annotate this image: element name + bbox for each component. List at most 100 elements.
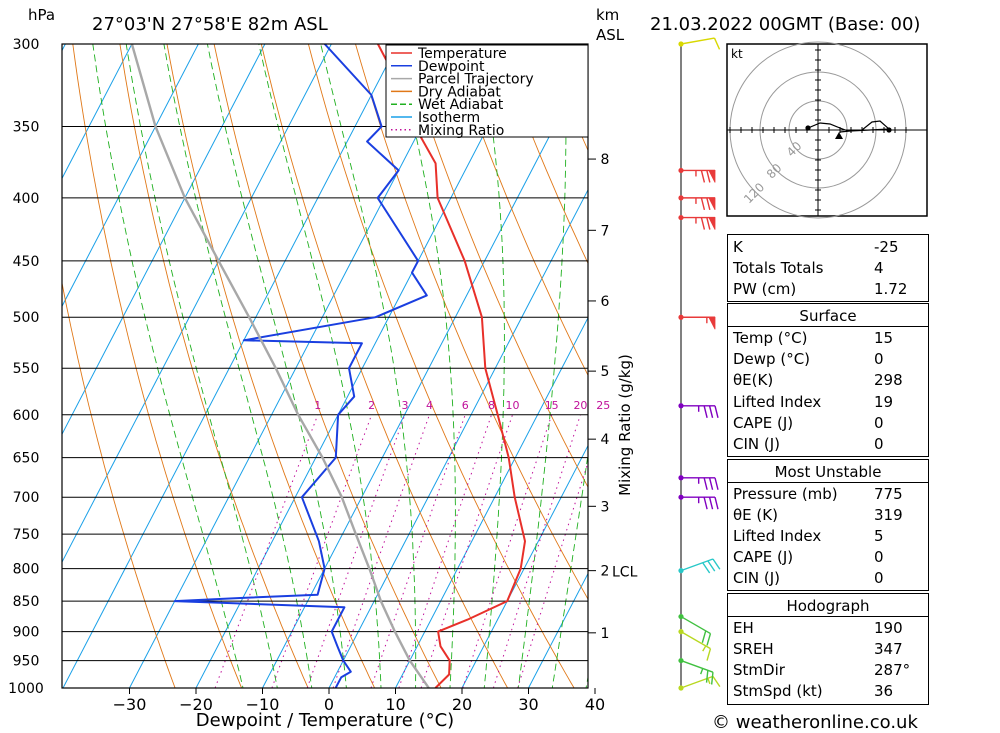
barb-half-feather (700, 668, 704, 675)
hodograph-trace (807, 120, 891, 133)
barb-feather (706, 648, 712, 661)
wind-barb (678, 37, 721, 50)
barb-feather (703, 497, 708, 510)
barb-feather (708, 405, 714, 418)
barb-dot (678, 41, 684, 47)
x-axis-ticks: −30 −20 −10 0 10 20 30 40 (113, 688, 605, 714)
guide-lines (0, 26, 588, 714)
dry-adiabat-line (72, 44, 243, 688)
wet-adiabat-line (125, 44, 278, 688)
wet-adiabat-line (585, 674, 588, 688)
plot-frame (61, 43, 589, 689)
isotherm-line (62, 44, 133, 180)
pressure-tick-label: 400 (13, 191, 40, 207)
barb-staff (680, 558, 714, 572)
datetime: 21.03.2022 00GMT (Base: 00) (650, 14, 920, 35)
height-tick-label: 3 (601, 499, 610, 515)
wind-barb (678, 629, 712, 661)
barb-flag (708, 217, 716, 230)
height-tick-label: 2 (601, 564, 610, 580)
x-tick-label: 0 (324, 695, 334, 714)
barb-feather (708, 477, 714, 490)
barb-staff (680, 659, 714, 673)
isotherm-line (0, 26, 8, 714)
pressure-tick-label: 550 (13, 361, 40, 377)
most-unstable-row: Lifted Index 5 (733, 527, 884, 545)
barb-half-feather (702, 645, 707, 652)
most-unstable-title: Most Unstable (774, 463, 882, 481)
height-tick-label: 6 (601, 294, 610, 310)
x-tick-label: −30 (113, 695, 147, 714)
height-tick-label: 5 (601, 364, 610, 380)
barb-feather (706, 170, 711, 183)
surface-row: CIN (J) 0 (733, 435, 884, 453)
pressure-tick-label: 850 (13, 594, 40, 610)
barb-flag (708, 316, 716, 330)
barb-dot (678, 214, 684, 221)
wind-barb (678, 314, 716, 330)
x-tick-label: 10 (385, 695, 405, 714)
dry-adiabat-line (496, 44, 588, 265)
dry-adiabat-line (402, 44, 588, 489)
barb-dot (678, 167, 684, 174)
wind-barbs (678, 37, 721, 691)
hodograph-table-title: Hodograph (786, 597, 870, 615)
hodograph-row: StmDir 287° (733, 661, 911, 679)
height-tick-label: 7 (601, 223, 610, 239)
legend-label: Dewpoint (418, 59, 485, 75)
wet-adiabat-line (206, 44, 347, 688)
mixing-ratio-label: 8 (488, 399, 495, 412)
surface-row: Temp (°C) 15 (733, 329, 894, 347)
pressure-tick-label: 650 (13, 451, 40, 467)
hodograph-table: Hodograph EH 190 SREH 347 StmDir 287° StmSp… (727, 593, 929, 705)
barb-dot (678, 314, 684, 320)
barb-dot (678, 685, 684, 691)
barb-flag (708, 197, 716, 211)
barb-feather (710, 672, 714, 685)
wet-adiabat-line (394, 44, 456, 688)
legend-label: Parcel Trajectory (418, 72, 534, 88)
most-unstable-row: CIN (J) 0 (733, 569, 884, 587)
hodograph-unit: kt (731, 47, 743, 61)
legend-box (385, 44, 589, 138)
mixing-ratio-axis-title: Mixing Ratio (g/kg) (616, 354, 634, 496)
isotherm-line (62, 44, 332, 564)
profile-lines (130, 44, 526, 688)
pressure-tick-label: 700 (13, 490, 40, 506)
barb-feather (714, 497, 719, 510)
barb-feather (706, 217, 711, 230)
barb-dot (678, 475, 684, 481)
copyright: © weatheronline.co.uk (712, 712, 918, 733)
legend-label: Wet Adiabat (418, 97, 504, 113)
mixing-ratio-labels: 1 2 3 4 6 8 10 15 20 25 (314, 399, 610, 412)
barb-flag (708, 170, 716, 183)
surface-row: θE(K) 298 (733, 371, 903, 389)
mixing-ratio-line (370, 414, 466, 688)
barb-feather (702, 562, 711, 574)
index-row: K -25 (733, 238, 899, 256)
barb-feather (706, 197, 711, 211)
pressure-tick-label: 950 (13, 654, 40, 670)
isobar-lines (62, 43, 588, 689)
pressure-tick-label: 600 (13, 408, 40, 424)
wind-barb (678, 475, 719, 490)
mixing-ratio-label: 10 (505, 399, 519, 412)
barb-feather (708, 497, 714, 510)
x-tick-label: −10 (246, 695, 280, 714)
wet-adiabat-line (551, 451, 588, 688)
pressure-unit: hPa (28, 6, 55, 24)
wet-adiabat-line (517, 44, 567, 688)
mixing-ratio-line (517, 460, 588, 688)
location-title: 27°03'N 27°58'E 82m ASL (92, 14, 328, 35)
pressure-tick-label: 350 (13, 119, 40, 135)
most-unstable-table: Most Unstable Pressure (mb) 775 θE (K) 319… (727, 459, 929, 591)
surface-row: Lifted Index 19 (733, 393, 894, 411)
barb-feather (700, 197, 706, 211)
hodograph-row: EH 190 (733, 619, 903, 637)
mixing-ratio-line (420, 414, 513, 688)
x-tick-label: −20 (179, 695, 213, 714)
height-axis: 8 7 6 5 4 3 2 1 LCL (587, 44, 638, 688)
barb-feather (712, 675, 721, 688)
barb-half-feather (707, 677, 711, 685)
